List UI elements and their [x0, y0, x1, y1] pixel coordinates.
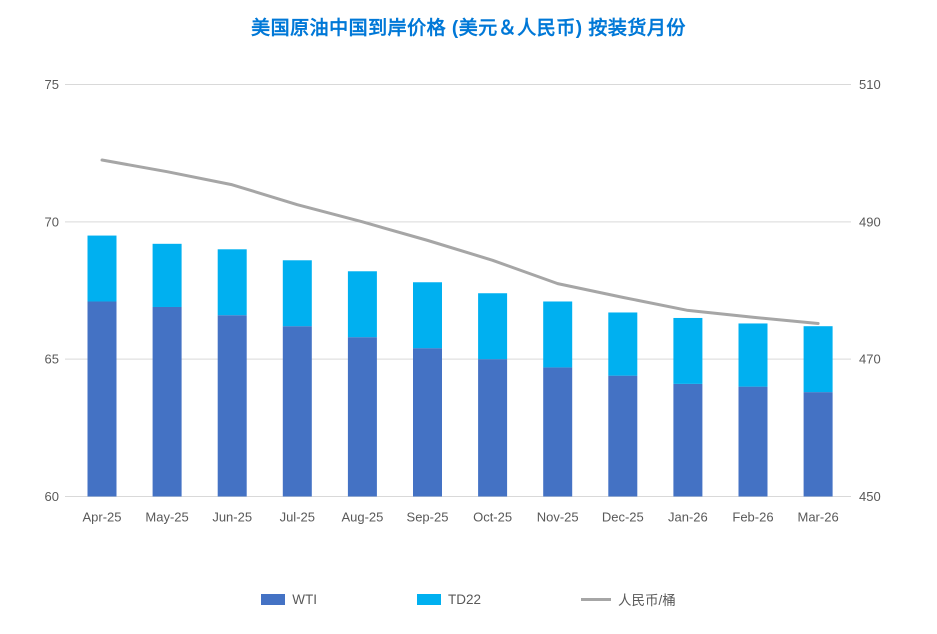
bar-td22 — [738, 323, 768, 387]
right-axis-tick-label: 510 — [859, 77, 881, 92]
rmb-legend-label: 人民币/桶 — [618, 593, 676, 608]
bar-td22 — [282, 260, 312, 327]
x-axis-label: Sep-25 — [407, 510, 449, 525]
left-axis-tick-label: 60 — [45, 489, 59, 504]
legend-item-rmb: 人民币/桶 — [581, 589, 676, 609]
bar-td22 — [413, 282, 442, 349]
x-axis-label: May-25 — [145, 510, 188, 525]
x-axis-label: Feb-26 — [732, 510, 773, 525]
bar-td22 — [347, 271, 377, 338]
bar-td22 — [87, 235, 117, 302]
bar-td22 — [608, 312, 638, 376]
x-axis-label: Aug-25 — [341, 510, 383, 525]
bar-wti — [347, 337, 377, 497]
bar-wti — [282, 326, 312, 497]
bar-td22 — [217, 249, 247, 316]
wti-legend-label: WTI — [292, 591, 317, 607]
bar-wti — [608, 375, 638, 497]
td22-legend-label: TD22 — [447, 591, 481, 607]
bar-td22 — [543, 301, 573, 368]
x-axis-label: Mar-26 — [798, 510, 839, 525]
bar-wti — [673, 383, 703, 497]
legend-item-td22: TD22 — [416, 591, 481, 607]
wti-legend-swatch-icon — [261, 593, 286, 605]
rmb-per-barrel-line — [100, 158, 820, 325]
bar-wti — [413, 348, 442, 497]
x-axis-label: Dec-25 — [602, 510, 644, 525]
bar-wti — [152, 306, 182, 497]
right-axis-tick-label: 490 — [859, 214, 881, 229]
x-axis-label: Apr-25 — [82, 510, 121, 525]
plot-area: 60 450 65 470 70 490 75 510 Apr-25 May-25 Jun-25 Ju… — [45, 77, 881, 525]
left-axis-tick-label: 65 — [45, 352, 59, 367]
rmb-line-legend-swatch-icon — [581, 597, 611, 601]
chart-title: 美国原油中国到岸价格 (美元＆人民币) 按装货月份 — [251, 18, 686, 39]
right-axis-tick-label: 470 — [859, 352, 881, 367]
x-axis-label: Jun-25 — [212, 510, 252, 525]
bar-td22 — [803, 326, 833, 393]
bar-wti — [87, 301, 117, 497]
bar-wti — [803, 392, 833, 497]
legend-item-wti: WTI — [261, 592, 317, 607]
x-axis-label: Jan-26 — [668, 510, 708, 525]
x-axis-label: Oct-25 — [473, 510, 512, 525]
left-axis-tick-label: 75 — [45, 77, 59, 92]
bar-wti — [217, 315, 247, 497]
bar-wti — [478, 359, 508, 497]
bar-wti — [543, 367, 573, 497]
chart-legend: WTI TD22 人民币/桶 — [0, 589, 937, 609]
td22-legend-swatch-icon — [416, 593, 441, 605]
bar-td22 — [152, 243, 182, 307]
x-axis-label: Jul-25 — [280, 510, 315, 525]
bar-td22 — [478, 293, 508, 360]
bar-td22 — [673, 317, 703, 384]
x-axis-label: Nov-25 — [537, 510, 579, 525]
right-axis-tick-label: 450 — [859, 489, 881, 504]
bar-wti — [738, 386, 768, 497]
left-axis-tick-label: 70 — [45, 214, 59, 229]
